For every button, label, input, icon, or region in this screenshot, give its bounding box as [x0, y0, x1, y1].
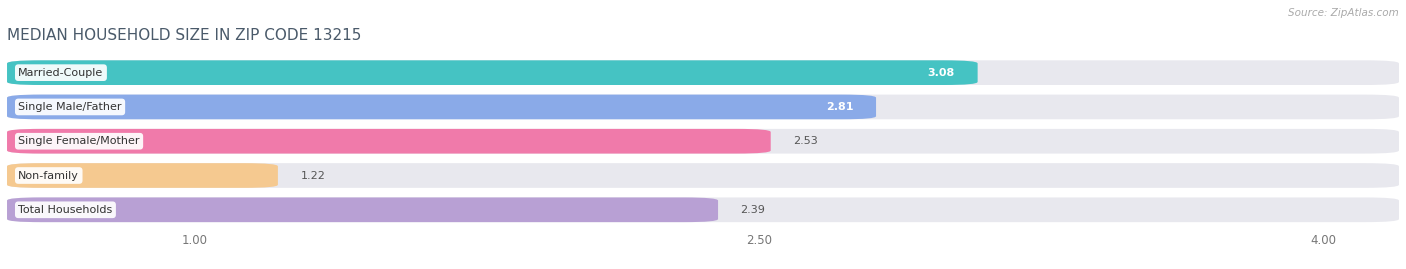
Text: 2.81: 2.81: [825, 102, 853, 112]
Text: 1.22: 1.22: [301, 171, 325, 180]
FancyBboxPatch shape: [7, 95, 1399, 119]
Text: 3.08: 3.08: [928, 68, 955, 78]
Text: Married-Couple: Married-Couple: [18, 68, 104, 78]
FancyBboxPatch shape: [7, 60, 1399, 85]
FancyBboxPatch shape: [7, 163, 1399, 188]
FancyBboxPatch shape: [7, 129, 1399, 154]
FancyBboxPatch shape: [7, 129, 770, 154]
Text: MEDIAN HOUSEHOLD SIZE IN ZIP CODE 13215: MEDIAN HOUSEHOLD SIZE IN ZIP CODE 13215: [7, 28, 361, 43]
Text: Single Female/Mother: Single Female/Mother: [18, 136, 139, 146]
Text: 2.53: 2.53: [793, 136, 818, 146]
Text: Non-family: Non-family: [18, 171, 79, 180]
FancyBboxPatch shape: [7, 60, 977, 85]
Text: Total Households: Total Households: [18, 205, 112, 215]
Text: Source: ZipAtlas.com: Source: ZipAtlas.com: [1288, 8, 1399, 18]
FancyBboxPatch shape: [7, 163, 278, 188]
Text: Single Male/Father: Single Male/Father: [18, 102, 122, 112]
FancyBboxPatch shape: [7, 197, 718, 222]
FancyBboxPatch shape: [7, 197, 1399, 222]
Text: 2.39: 2.39: [741, 205, 765, 215]
FancyBboxPatch shape: [7, 95, 876, 119]
